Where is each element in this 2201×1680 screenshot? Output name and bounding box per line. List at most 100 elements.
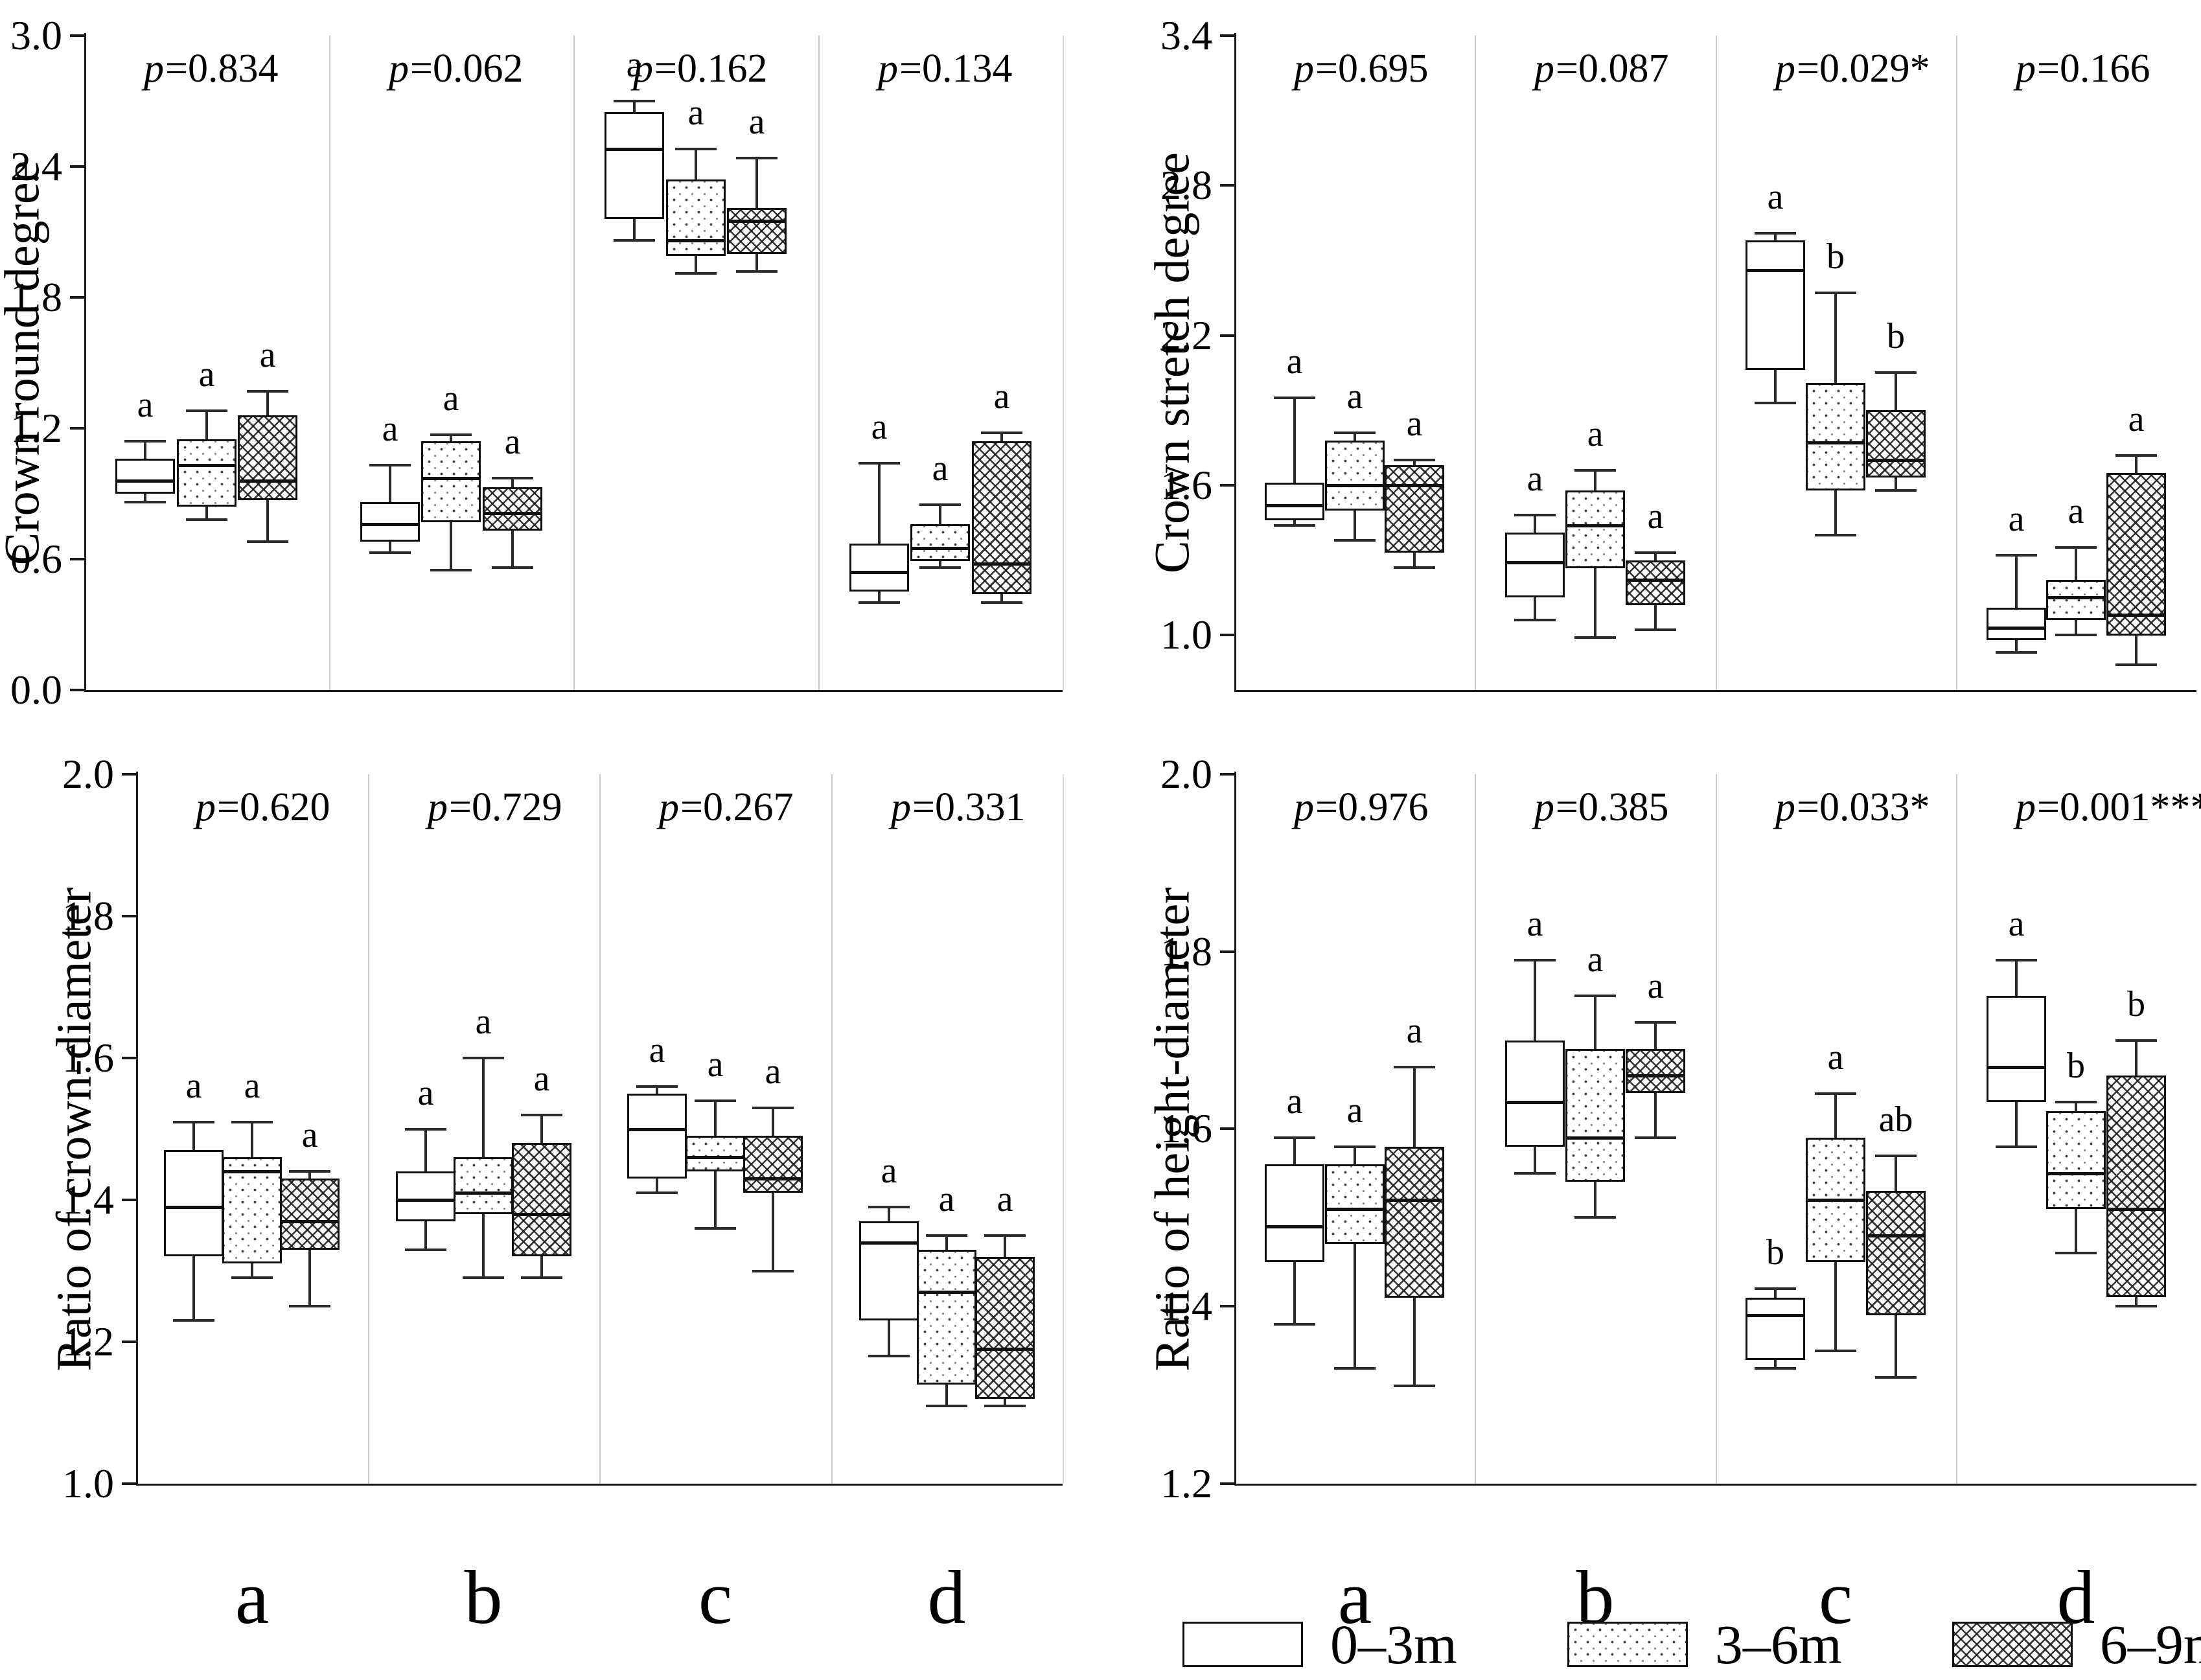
significance-letter: b xyxy=(1826,236,1845,277)
p-value-label: p=0.033* xyxy=(1775,785,1930,829)
whisker-cap-top xyxy=(859,462,900,465)
y-tick-label: 2.4 xyxy=(10,143,62,189)
median-line xyxy=(2047,1172,2104,1175)
median-line xyxy=(2108,1208,2165,1211)
whisker-cap-top xyxy=(1334,1145,1376,1148)
box-3–6m xyxy=(910,524,970,561)
whisker-cap-bottom xyxy=(405,1248,446,1251)
p-symbol: p xyxy=(1775,785,1795,829)
whisker-cap-top xyxy=(752,1107,794,1109)
whisker-cap-bottom xyxy=(1334,1367,1376,1370)
p-value-label: p=0.834 xyxy=(144,47,279,91)
median-line xyxy=(224,1170,281,1173)
significance-letter: a xyxy=(626,45,643,85)
p-value-label: p=0.134 xyxy=(878,47,1013,91)
significance-letter: a xyxy=(687,93,704,133)
y-axis xyxy=(1234,772,1236,1484)
p-value-label: p=0.620 xyxy=(196,785,330,829)
significance-letter: a xyxy=(2008,499,2025,539)
median-line xyxy=(1506,1101,1563,1104)
whisker-cap-top xyxy=(289,1170,330,1173)
y-tick-label: 1.6 xyxy=(62,1035,114,1081)
significance-letter: a xyxy=(1286,1081,1303,1122)
box-6–9m xyxy=(1626,1049,1685,1093)
significance-letter: a xyxy=(1527,459,1543,499)
legend: 0–3m 3–6m 6–9m xyxy=(1182,1612,2201,1677)
whisker-cap-bottom xyxy=(521,1276,562,1279)
median-line xyxy=(1747,1314,1804,1317)
box-6–9m xyxy=(238,415,297,500)
whisker-cap-bottom xyxy=(492,566,533,569)
whisker-cap-bottom xyxy=(186,518,227,521)
whisker-cap-bottom xyxy=(752,1270,794,1272)
whisker-cap-bottom xyxy=(1755,402,1796,404)
box-3–6m xyxy=(666,179,726,256)
box-3–6m xyxy=(917,1250,976,1385)
y-tick-label: 2.2 xyxy=(1160,312,1212,358)
whisker-cap-top xyxy=(2055,546,2097,549)
median-line xyxy=(860,1241,917,1245)
median-line xyxy=(1567,524,1624,527)
significance-letter: a xyxy=(932,448,949,489)
p-symbol: p xyxy=(659,785,679,829)
y-tick xyxy=(1220,34,1234,37)
whisker-cap-top xyxy=(1815,292,1856,294)
p-value-label: p=0.267 xyxy=(659,785,794,829)
whisker-cap-bottom xyxy=(369,551,411,554)
legend-swatch-crosshatch xyxy=(1952,1622,2073,1667)
p-symbol: p xyxy=(1534,47,1554,91)
y-tick-label: 2.0 xyxy=(1160,751,1212,797)
median-line xyxy=(728,220,785,223)
whisker-cap-top xyxy=(1334,432,1376,434)
whisker-cap-top xyxy=(1875,1155,1917,1157)
y-tick xyxy=(122,1199,136,1201)
box-0–3m xyxy=(164,1150,224,1256)
whisker-cap-bottom xyxy=(675,272,717,275)
significance-letter: a xyxy=(382,409,398,449)
y-tick-label: 1.2 xyxy=(62,1318,114,1364)
y-tick-label: 3.0 xyxy=(10,12,62,58)
whisker-cap-top xyxy=(1274,397,1315,399)
median-line xyxy=(1988,627,2045,630)
significance-letter: a xyxy=(707,1044,724,1085)
whisker-cap-bottom xyxy=(231,1276,273,1279)
significance-letter: b xyxy=(1766,1232,1784,1272)
y-tick-label: 1.6 xyxy=(1160,462,1212,508)
y-tick-label: 1.4 xyxy=(1160,1283,1212,1329)
median-line xyxy=(1386,1199,1443,1202)
whisker-cap-top xyxy=(614,100,655,102)
legend-label: 6–9m xyxy=(2099,1613,2201,1675)
median-line xyxy=(178,464,235,467)
whisker-cap-top xyxy=(868,1206,910,1208)
median-line xyxy=(918,1291,975,1294)
median-line xyxy=(422,477,479,480)
box-3–6m xyxy=(1565,1049,1625,1182)
box-6–9m xyxy=(727,208,787,254)
median-line xyxy=(455,1191,512,1195)
y-tick-label: 1.2 xyxy=(1160,1460,1212,1506)
whisker-cap-bottom xyxy=(984,1405,1026,1407)
whisker-cap-top xyxy=(521,1114,562,1116)
whisker-cap-bottom xyxy=(1996,1145,2037,1148)
whisker-cap-bottom xyxy=(1875,489,1917,492)
x-axis xyxy=(1234,1484,2196,1486)
whisker-cap-top xyxy=(369,464,411,466)
whisker-cap-bottom xyxy=(614,239,655,242)
whisker-cap-bottom xyxy=(1514,1172,1556,1175)
box-6–9m xyxy=(512,1143,571,1256)
box-0–3m xyxy=(1505,1041,1565,1147)
x-axis xyxy=(84,690,1063,692)
whisker-cap-bottom xyxy=(1574,1216,1616,1219)
median-line xyxy=(687,1156,744,1159)
significance-letter: a xyxy=(871,407,888,447)
significance-letter: a xyxy=(881,1151,897,1191)
significance-letter: a xyxy=(417,1073,434,1113)
y-tick-label: 1.4 xyxy=(62,1177,114,1223)
x-axis xyxy=(1234,690,2196,692)
whisker-cap-top xyxy=(984,1234,1026,1237)
p-symbol: p xyxy=(633,47,653,91)
whisker-cap-bottom xyxy=(289,1305,330,1307)
median-line xyxy=(362,523,419,526)
y-tick-label: 1.6 xyxy=(1160,1105,1212,1151)
